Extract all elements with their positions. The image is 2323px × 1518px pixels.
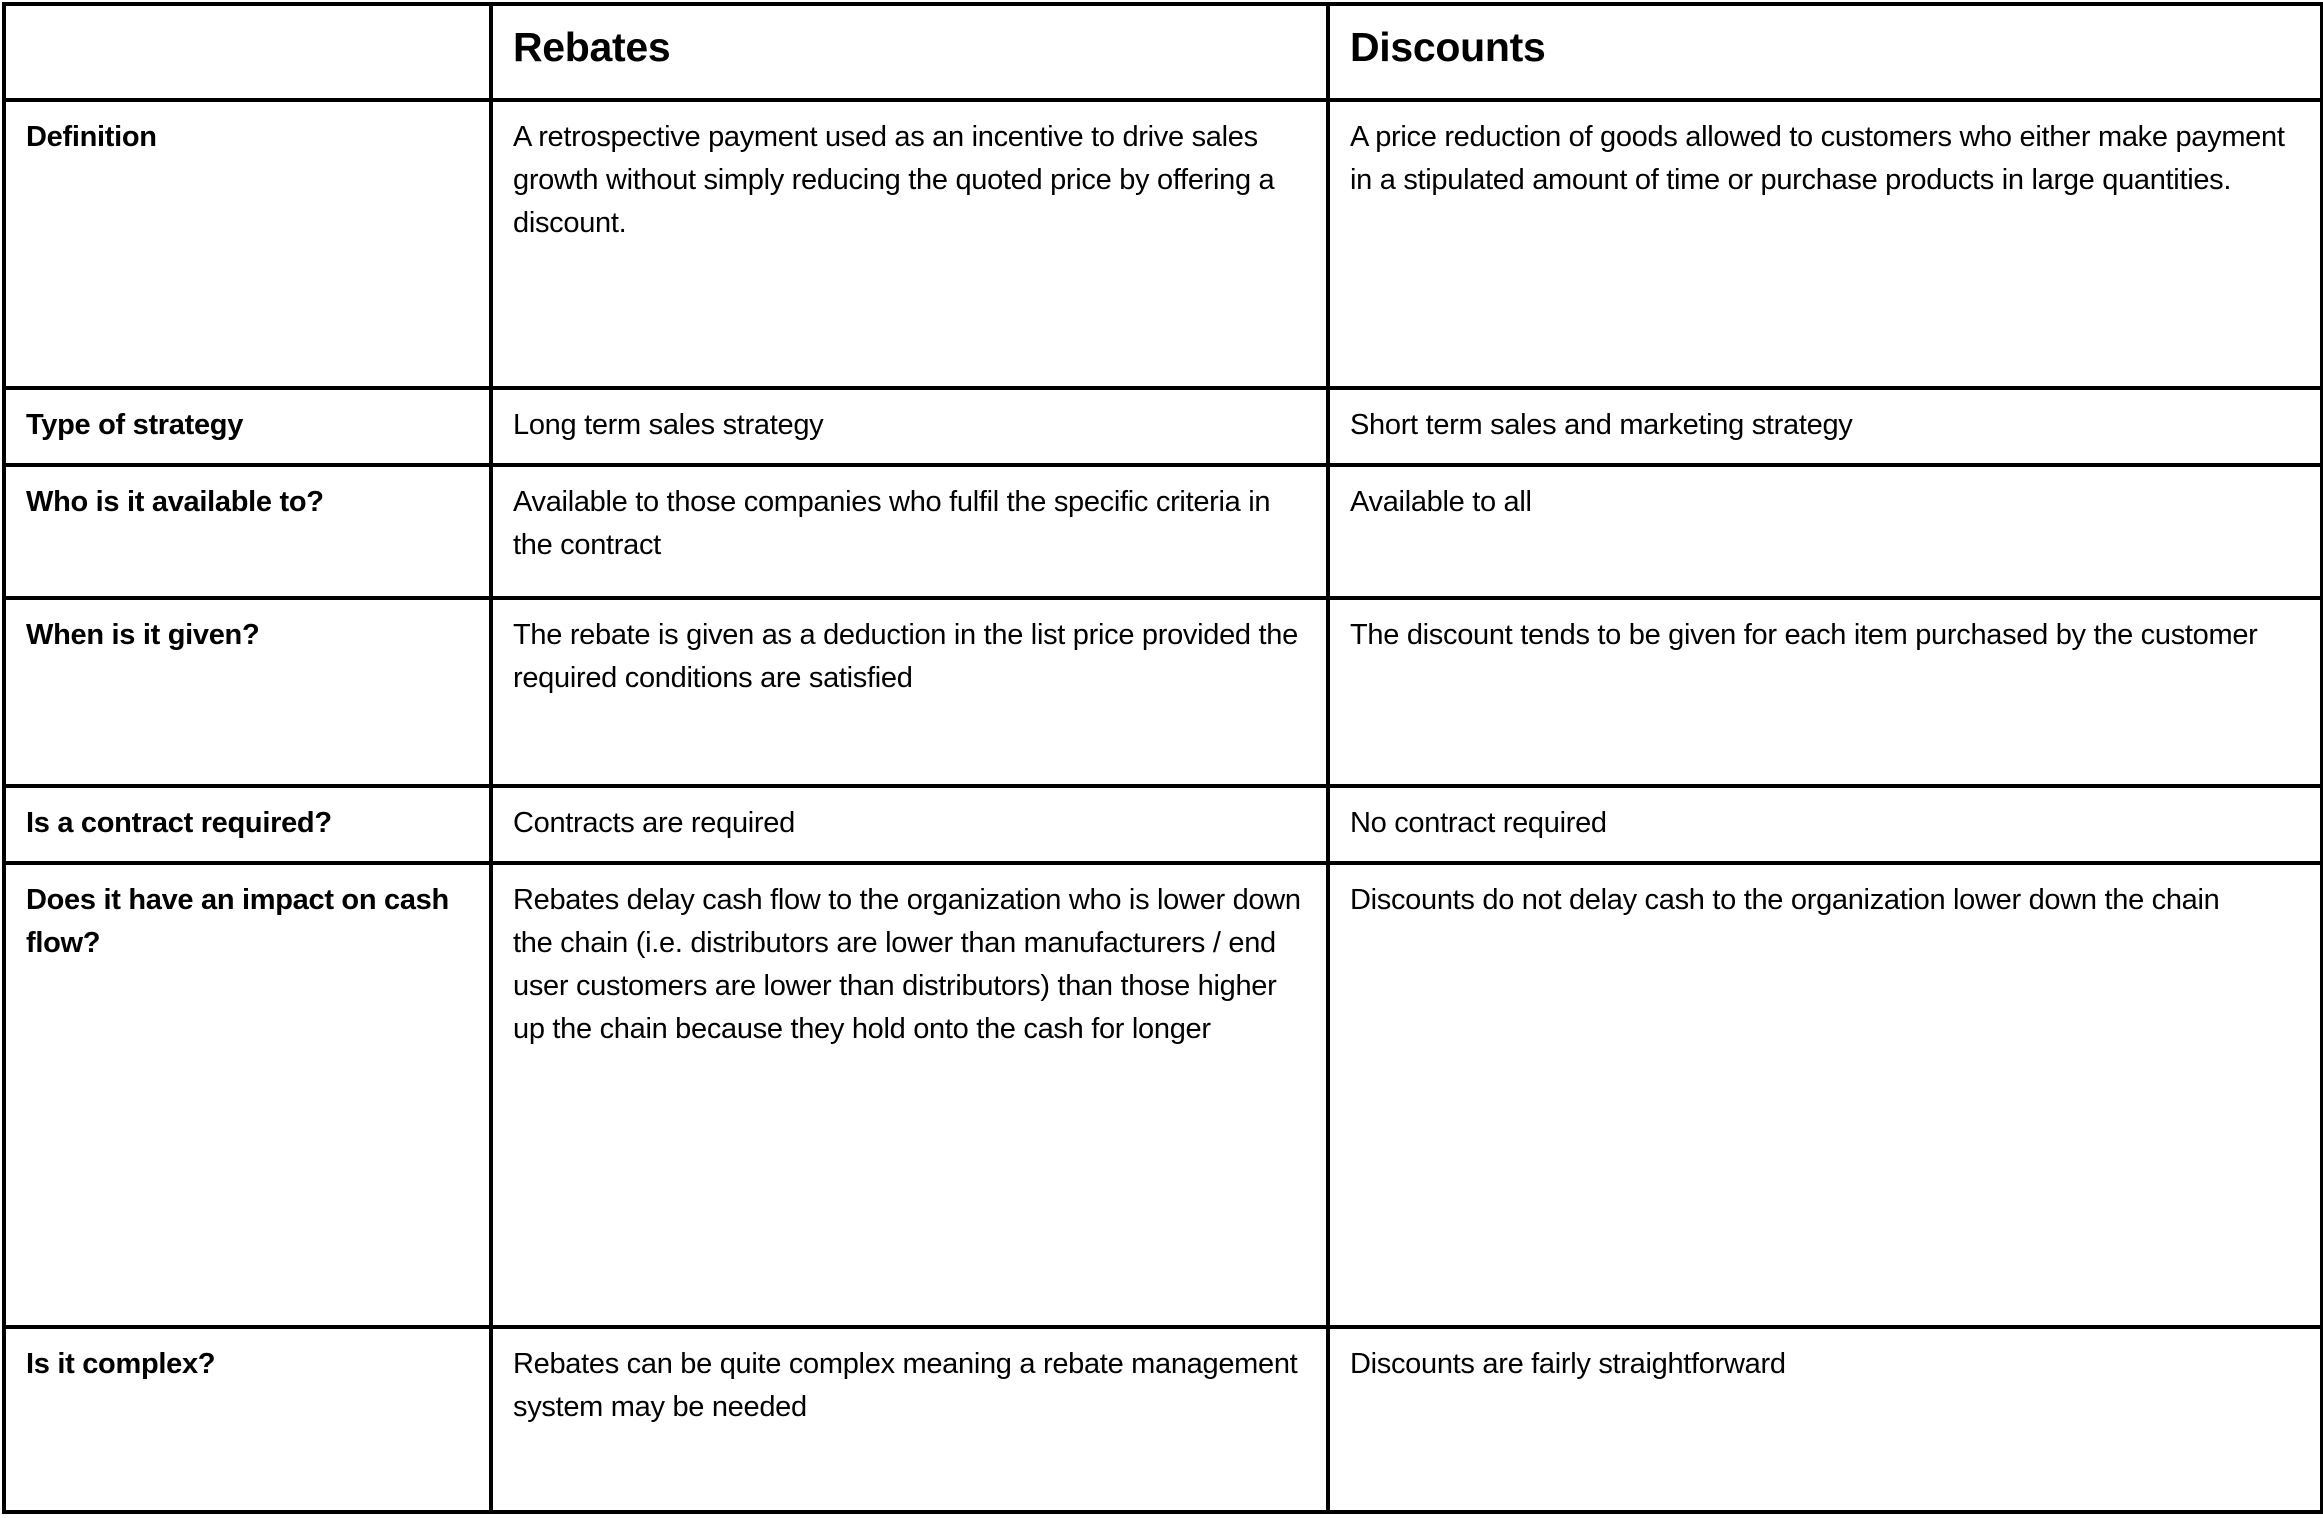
rebates-cell: Rebates can be quite complex meaning a r… xyxy=(489,1325,1330,1514)
row-label: Who is it available to? xyxy=(2,463,493,600)
discounts-cell: Discounts are fairly straightforward xyxy=(1326,1325,2323,1514)
rebates-cell: The rebate is given as a deduction in th… xyxy=(489,596,1330,788)
row-label: When is it given? xyxy=(2,596,493,788)
rebates-cell: Long term sales strategy xyxy=(489,386,1330,467)
rebates-cell: Contracts are required xyxy=(489,784,1330,865)
discounts-cell: A price reduction of goods allowed to cu… xyxy=(1326,98,2323,390)
rebates-cell: Rebates delay cash flow to the organizat… xyxy=(489,861,1330,1329)
row-label: Definition xyxy=(2,98,493,390)
table-row: Definition A retrospective payment used … xyxy=(2,98,2323,390)
rebates-cell: A retrospective payment used as an incen… xyxy=(489,98,1330,390)
table-row: When is it given? The rebate is given as… xyxy=(2,596,2323,788)
header-discounts: Discounts xyxy=(1326,2,2323,102)
discounts-cell: The discount tends to be given for each … xyxy=(1326,596,2323,788)
table-row: Is it complex? Rebates can be quite comp… xyxy=(2,1325,2323,1514)
header-empty xyxy=(2,2,493,102)
table-row: Who is it available to? Available to tho… xyxy=(2,463,2323,600)
row-label: Type of strategy xyxy=(2,386,493,467)
header-rebates: Rebates xyxy=(489,2,1330,102)
discounts-cell: Available to all xyxy=(1326,463,2323,600)
discounts-cell: No contract required xyxy=(1326,784,2323,865)
row-label: Is it complex? xyxy=(2,1325,493,1514)
table-row: Does it have an impact on cash flow? Reb… xyxy=(2,861,2323,1329)
header-row: Rebates Discounts xyxy=(2,2,2323,102)
rebates-cell: Available to those companies who fulfil … xyxy=(489,463,1330,600)
table-row: Is a contract required? Contracts are re… xyxy=(2,784,2323,865)
row-label: Does it have an impact on cash flow? xyxy=(2,861,493,1329)
discounts-cell: Discounts do not delay cash to the organ… xyxy=(1326,861,2323,1329)
discounts-cell: Short term sales and marketing strategy xyxy=(1326,386,2323,467)
table-row: Type of strategy Long term sales strateg… xyxy=(2,386,2323,467)
row-label: Is a contract required? xyxy=(2,784,493,865)
